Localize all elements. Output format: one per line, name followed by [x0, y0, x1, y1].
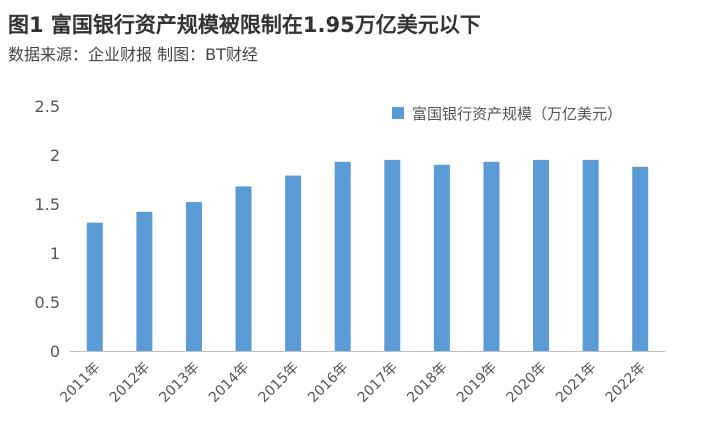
bar: [136, 211, 153, 351]
y-tick-label: 0: [50, 342, 60, 361]
legend: 富国银行资产规模（万亿美元）: [392, 105, 622, 123]
x-tick-label: 2011年: [57, 360, 103, 406]
y-tick-label: 1.5: [35, 195, 60, 214]
y-tick-label: 2: [50, 146, 60, 165]
bar: [185, 202, 202, 351]
bar: [285, 175, 302, 351]
x-tick-label: 2017年: [355, 360, 401, 406]
legend-swatch: [392, 107, 404, 119]
x-tick-label: 2012年: [107, 360, 153, 406]
bar-series: [86, 159, 649, 351]
x-tick-label: 2013年: [156, 360, 202, 406]
data-source-note: 数据来源：企业财报 制图：BT财经: [8, 45, 258, 64]
bar: [235, 186, 252, 351]
bar: [533, 159, 550, 351]
x-tick-label: 2016年: [305, 360, 351, 406]
x-axis: 2011年 2012年 2013年 2014年 2015年 2016年 2017年 2018年…: [57, 360, 649, 406]
y-tick-label: 0.5: [35, 293, 60, 312]
x-tick-label: 2018年: [404, 360, 450, 406]
x-tick-label: 2014年: [206, 360, 252, 406]
y-tick-label: 1: [50, 244, 60, 263]
x-tick-label: 2019年: [454, 360, 500, 406]
bar: [86, 222, 103, 351]
x-tick-label: 2021年: [553, 360, 599, 406]
bar: [582, 159, 599, 351]
bar: [632, 166, 649, 351]
chart-title: 图1 富国银行资产规模被限制在1.95万亿美元以下: [8, 13, 481, 37]
bar: [384, 159, 401, 351]
bar: [483, 161, 500, 351]
y-tick-label: 2.5: [35, 97, 60, 116]
x-tick-label: 2022年: [603, 360, 649, 406]
bar: [334, 161, 351, 351]
x-tick-label: 2020年: [503, 360, 549, 406]
bar: [433, 164, 450, 351]
legend-label: 富国银行资产规模（万亿美元）: [412, 105, 622, 123]
y-axis: 0 0.5 1 1.5 2 2.5: [35, 97, 60, 361]
x-tick-label: 2015年: [256, 360, 302, 406]
